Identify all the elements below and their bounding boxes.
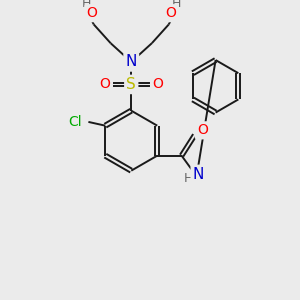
Text: O: O (165, 6, 176, 20)
Text: H: H (172, 0, 181, 10)
Text: N: N (126, 54, 137, 69)
Text: N: N (193, 167, 204, 182)
Text: H: H (82, 0, 91, 10)
Text: O: O (86, 6, 97, 20)
Text: Cl: Cl (68, 115, 82, 129)
Text: O: O (100, 77, 110, 92)
Text: H: H (184, 172, 193, 185)
Text: S: S (126, 77, 136, 92)
Text: O: O (197, 123, 208, 137)
Text: O: O (152, 77, 163, 92)
